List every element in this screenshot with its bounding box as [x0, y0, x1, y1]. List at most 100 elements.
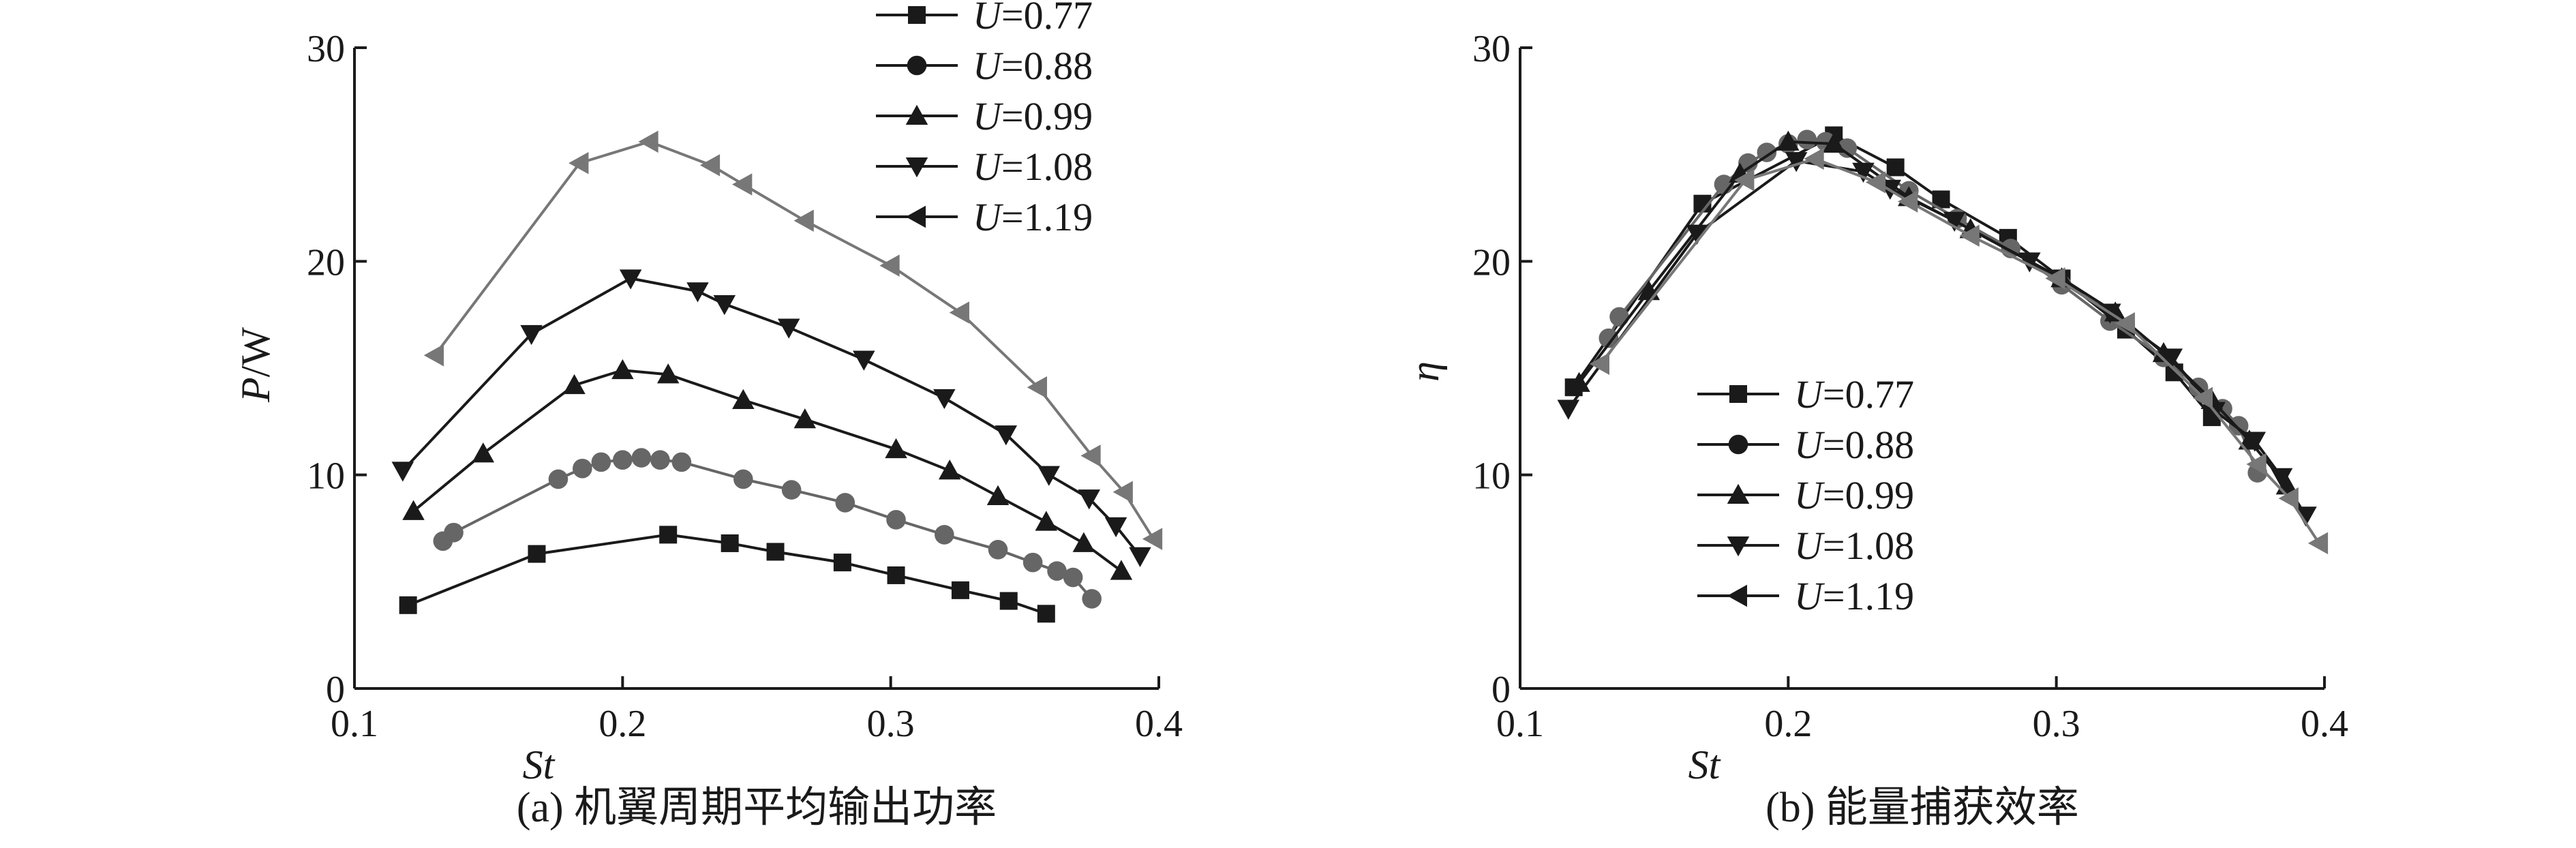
y-tick-label: 10 [307, 455, 345, 498]
x-tick-label: 0.2 [598, 703, 646, 745]
legend-label: U=1.19 [1794, 574, 1914, 618]
data-point [2270, 468, 2293, 489]
data-point [2160, 348, 2183, 369]
series-u-1-08 [391, 269, 1151, 567]
data-point [638, 130, 658, 153]
data-point [833, 554, 851, 572]
y-tick-label: 30 [307, 28, 345, 70]
data-point [402, 500, 425, 520]
legend-label-value: =1.19 [1001, 195, 1093, 239]
data-point [907, 55, 927, 76]
series-line [1567, 159, 2307, 517]
legend-label: U=0.88 [1794, 423, 1914, 467]
data-point [995, 425, 1018, 446]
series-u-1-19 [1589, 147, 2329, 555]
series-u-0-88 [433, 448, 1102, 609]
data-point [733, 469, 753, 489]
data-point [1104, 517, 1127, 538]
data-point [1837, 138, 1858, 158]
data-point [1080, 444, 1101, 467]
data-point [1727, 483, 1750, 504]
series-line [412, 369, 1123, 573]
data-point [1037, 605, 1055, 623]
data-point [1142, 528, 1163, 550]
series-u-1-19 [423, 130, 1163, 550]
legend-label: U=0.99 [973, 94, 1093, 138]
data-point [1110, 560, 1133, 580]
legend-label: U=0.77 [973, 0, 1093, 37]
legend-item: U=1.19 [1697, 574, 1914, 618]
data-point [732, 389, 755, 409]
data-point [631, 448, 652, 468]
x-axis-title: St [523, 742, 556, 787]
data-point [1589, 352, 1609, 375]
data-point [1797, 130, 1817, 150]
data-point [988, 540, 1008, 560]
data-point [2307, 532, 2329, 555]
data-point [563, 374, 586, 395]
legend-label-value: =0.77 [1823, 372, 1914, 417]
data-point [886, 510, 906, 530]
legend-item: U=0.77 [1697, 372, 1914, 417]
data-point [933, 389, 956, 410]
data-point [905, 205, 926, 228]
data-point [1734, 169, 1755, 192]
legend-label-value: =0.99 [1001, 94, 1093, 138]
data-point [2045, 267, 2065, 290]
data-point [2192, 387, 2213, 410]
data-point [1898, 190, 1918, 213]
legend-label-value: =0.99 [1823, 473, 1914, 517]
legend-label-value: =0.88 [1823, 423, 1914, 467]
legend-label-symbol: U [1794, 423, 1825, 467]
series-line [407, 533, 1047, 616]
data-point [793, 209, 814, 232]
legend: U=0.77U=0.88U=0.99U=1.08U=1.19 [876, 0, 1093, 239]
series-u-0-88 [1598, 130, 2267, 483]
data-point [905, 104, 928, 125]
data-point [1047, 561, 1067, 581]
data-point [1129, 547, 1151, 567]
chart-panel-b: 0.1 0.2 0.3 0.40102030StηU=0.77U=0.88U=0.99… [1402, 28, 2348, 831]
data-point [732, 173, 753, 196]
data-point [1852, 162, 1875, 183]
x-tick-label: 0.1 [331, 703, 378, 745]
data-point [444, 522, 464, 543]
data-point [1686, 224, 1708, 245]
data-point [2243, 431, 2266, 452]
legend-label-value: =1.08 [1001, 145, 1093, 189]
y-tick-label: 10 [1472, 455, 1511, 498]
y-axis-title: P/W [233, 327, 278, 403]
data-point [1785, 152, 1808, 172]
y-tick-label: 20 [307, 241, 345, 284]
data-point [2115, 312, 2135, 335]
data-point [949, 301, 969, 324]
data-point [887, 566, 905, 584]
x-tick-label: 0.1 [1496, 703, 1544, 745]
data-point [591, 452, 611, 472]
legend-label-symbol: U [973, 0, 1004, 37]
data-point [1598, 328, 1619, 348]
data-point [573, 458, 592, 479]
data-point [1063, 567, 1083, 588]
data-point [2246, 453, 2267, 476]
legend-label-symbol: U [973, 195, 1004, 239]
data-point [1035, 511, 1058, 531]
y-tick-label: 30 [1472, 28, 1511, 70]
series-u-1-08 [1557, 152, 2317, 527]
data-point [659, 526, 678, 544]
data-point [1757, 142, 1777, 162]
data-point [777, 318, 800, 339]
data-point [951, 581, 969, 599]
data-point [1777, 130, 1800, 151]
data-point [1886, 158, 1905, 177]
data-point [569, 151, 589, 175]
data-point [986, 485, 1010, 505]
legend-label-symbol: U [973, 44, 1004, 88]
data-point [472, 442, 495, 463]
series-line [1573, 134, 2213, 419]
data-point [879, 254, 900, 277]
data-point [1078, 489, 1100, 510]
data-point [528, 545, 546, 563]
data-point [650, 450, 670, 470]
